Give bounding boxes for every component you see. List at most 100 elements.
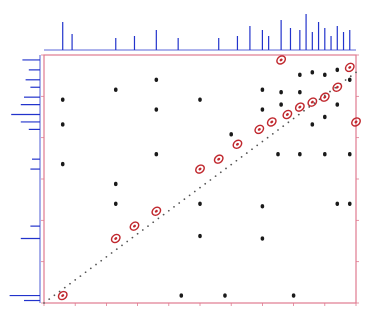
- trace-dot: [204, 182, 207, 185]
- trace-dot: [178, 202, 181, 204]
- cross-peak: [347, 201, 352, 206]
- diagonal-peak-core: [354, 120, 358, 124]
- trace-dot: [292, 117, 295, 120]
- trace-dot: [199, 186, 201, 189]
- diagonal-peak: [332, 82, 343, 92]
- top-projection-spectrum: [44, 14, 356, 51]
- trace-dot: [245, 152, 248, 154]
- trace-dot: [277, 129, 279, 131]
- cross-peak: [223, 293, 227, 298]
- diagonal-peak-core: [257, 128, 261, 131]
- diagonal-peak-core: [198, 167, 202, 171]
- diagonal-peak-core: [298, 105, 302, 109]
- diagonal-peak: [57, 290, 68, 301]
- cross-peak: [198, 233, 202, 239]
- cross-peak: [347, 77, 352, 83]
- plot-frame: [43, 54, 357, 304]
- trace-dot: [110, 252, 113, 254]
- cross-peak: [113, 87, 118, 92]
- cross-peak: [291, 293, 296, 298]
- trace-dot: [297, 113, 300, 116]
- trace-dot: [344, 79, 347, 81]
- trace-dot: [209, 179, 212, 181]
- diagonal-peak-core: [235, 142, 239, 146]
- cross-peak: [323, 72, 327, 78]
- trace-dot: [266, 136, 269, 139]
- trace-dot: [74, 279, 77, 281]
- trace-dot: [173, 206, 175, 208]
- cross-peak: [276, 152, 280, 157]
- diagonal-peak: [282, 109, 293, 120]
- cross-peak: [347, 152, 352, 157]
- diagonal-peak: [213, 154, 224, 164]
- cross-peak: [298, 72, 302, 78]
- trace-dot: [84, 271, 87, 274]
- trace-dot: [43, 302, 45, 304]
- diagonal-peak-core: [285, 113, 289, 116]
- diagonal-peaks: [57, 55, 361, 301]
- trace-dot: [193, 190, 196, 193]
- trace-dot: [48, 298, 51, 301]
- cross-peak: [310, 70, 315, 75]
- trace-dot: [157, 217, 160, 220]
- diagonal-peak-core: [270, 120, 274, 124]
- cross-peak: [335, 201, 340, 206]
- cross-peak: [335, 67, 340, 73]
- cross-peak: [113, 201, 118, 206]
- trace-dot: [162, 213, 165, 216]
- cross-peak: [113, 181, 118, 187]
- trace-dot: [349, 75, 352, 78]
- trace-dot: [53, 294, 56, 297]
- trace-dot: [69, 282, 71, 285]
- axis-ticks: [41, 54, 359, 306]
- trace-dot: [230, 163, 233, 166]
- trace-dot: [147, 225, 149, 228]
- diagonal-peak-core: [279, 58, 283, 62]
- left-projection-spectrum: [9, 55, 41, 303]
- trace-dot: [89, 267, 92, 270]
- trace-dot: [126, 240, 129, 243]
- trace-dot: [152, 221, 155, 224]
- cross-peaks: [60, 67, 352, 298]
- cross-peak: [154, 107, 159, 112]
- trace-dot: [329, 90, 331, 93]
- trace-dot: [214, 175, 217, 178]
- diagonal-peak: [110, 233, 121, 244]
- trace-dot: [303, 109, 305, 112]
- cross-peak: [335, 102, 340, 107]
- trace-dot: [95, 263, 97, 266]
- trace-dot: [136, 232, 139, 235]
- diagonal-peak-core: [323, 95, 327, 99]
- trace-dot: [121, 244, 123, 247]
- trace-dot: [287, 121, 290, 124]
- cross-peak: [298, 152, 302, 157]
- cross-peak: [229, 132, 233, 137]
- diagonal-peak: [195, 164, 205, 174]
- diagonal-peak: [129, 221, 140, 231]
- diagonal-trace: [43, 71, 357, 304]
- trace-dot: [334, 86, 337, 89]
- trace-dot: [141, 229, 144, 231]
- trace-dot: [105, 255, 108, 258]
- diagonal-peak: [266, 117, 277, 127]
- diagonal-peak: [294, 102, 305, 112]
- diagonal-peak: [344, 62, 355, 73]
- diagonal-peak: [276, 55, 287, 65]
- cross-peak: [260, 204, 265, 209]
- cross-peak: [260, 236, 265, 241]
- trace-dot: [251, 148, 253, 151]
- diagonal-peak: [307, 97, 318, 107]
- trace-dot: [256, 144, 259, 147]
- cross-peak: [260, 87, 265, 92]
- trace-dot: [100, 259, 103, 262]
- cross-peak: [179, 293, 184, 298]
- cross-peak: [60, 122, 65, 127]
- cross-peak: [323, 114, 327, 120]
- cross-peak: [198, 201, 202, 206]
- trace-dot: [79, 275, 82, 277]
- trace-dot: [271, 132, 274, 135]
- diagonal-peak-core: [217, 157, 221, 161]
- cross-peak: [154, 77, 159, 83]
- diagonal-peak-core: [61, 294, 65, 297]
